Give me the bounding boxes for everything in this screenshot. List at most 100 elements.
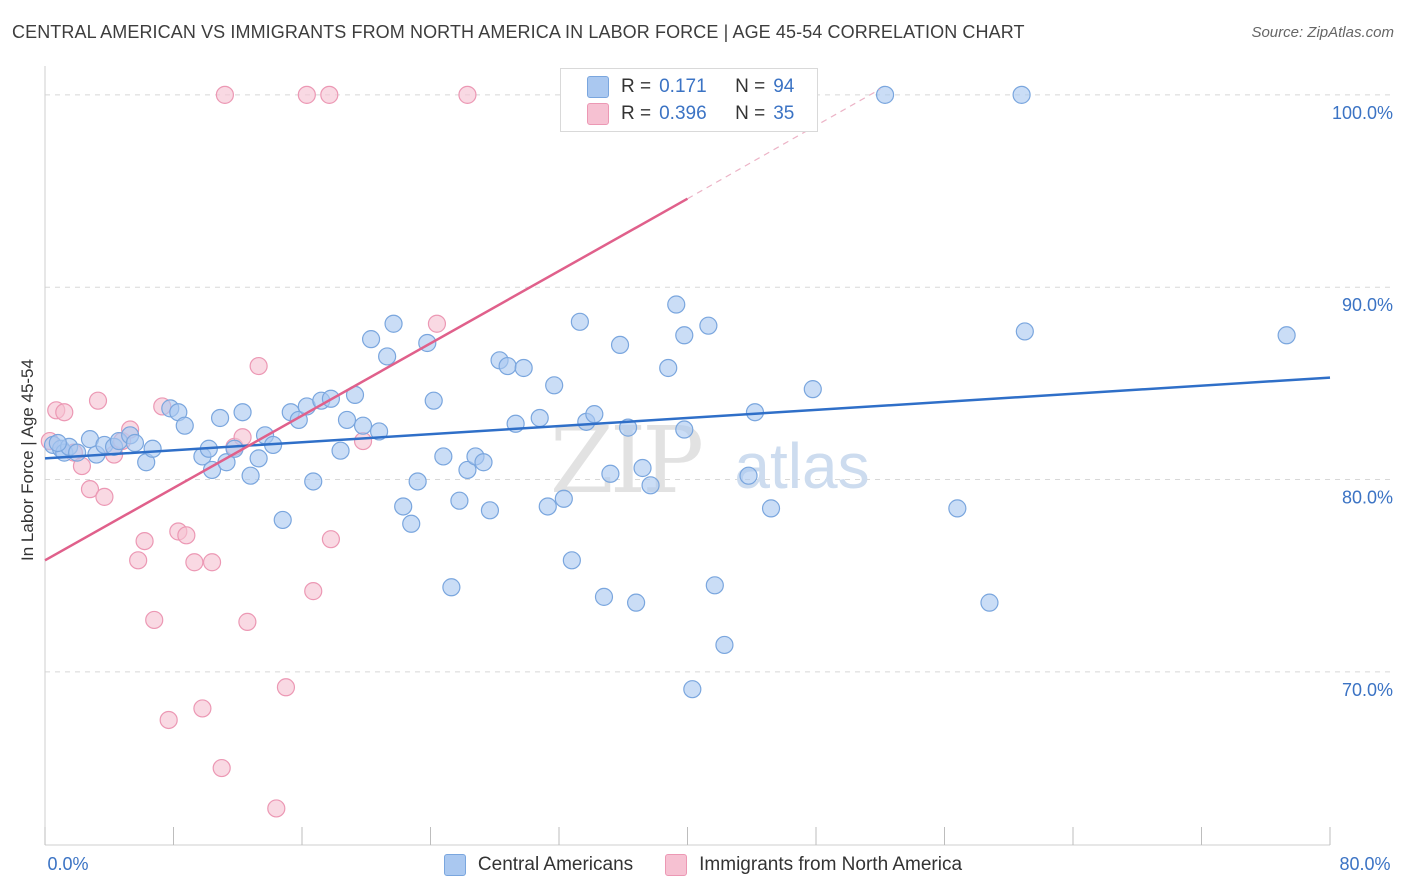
- immigrants-point: [321, 530, 341, 549]
- central-americans-point: [458, 460, 477, 480]
- central-americans-point: [304, 472, 323, 491]
- immigrants-point: [238, 612, 257, 631]
- immigrants-point: [185, 553, 204, 572]
- central-americans-point: [1012, 85, 1031, 104]
- y-tick-label: 100.0%: [1332, 103, 1393, 123]
- immigrants-point: [297, 85, 316, 104]
- immigrants-point: [95, 487, 114, 506]
- immigrants-point: [145, 610, 164, 630]
- immigrants-point: [276, 678, 296, 697]
- legend-label-immigrants-north-america: Immigrants from North America: [699, 854, 963, 875]
- legend-r-label: R =: [621, 103, 652, 124]
- central-americans-point: [618, 418, 638, 437]
- central-americans-point: [210, 408, 230, 428]
- central-americans-point: [442, 578, 461, 597]
- central-americans-point: [394, 497, 413, 516]
- immigrants-point: [88, 391, 108, 410]
- central-americans-point: [585, 405, 604, 424]
- immigrants-point: [193, 699, 212, 718]
- central-americans-point: [530, 408, 549, 428]
- central-americans-point: [675, 326, 694, 345]
- central-americans-point: [249, 449, 268, 468]
- central-americans-point: [683, 680, 702, 699]
- central-americans-point: [980, 593, 999, 612]
- trend-layer: [44, 88, 1331, 562]
- central-americans-point: [1277, 326, 1296, 345]
- central-americans-point: [594, 587, 614, 606]
- legend-row-blue: R = 0.171 N = 94: [587, 75, 794, 99]
- central-americans-point: [715, 635, 734, 655]
- series-legend: Central Americans Immigrants from North …: [0, 852, 1406, 878]
- immigrants-point: [215, 85, 234, 104]
- central-americans-point: [570, 312, 589, 331]
- tick-labels: 70.0% 80.0% 90.0% 100.0% 0.0% 80.0%: [47, 103, 1393, 874]
- central-americans-point: [125, 433, 145, 453]
- blue-swatch: [443, 854, 466, 876]
- immigrants-point: [267, 799, 286, 818]
- central-americans-point: [761, 499, 781, 518]
- source-label: Source: ZipAtlas.com: [1251, 24, 1394, 41]
- central-americans-point: [538, 497, 557, 516]
- central-americans-point: [610, 335, 630, 355]
- pink-swatch: [665, 854, 688, 876]
- central-americans-point: [370, 422, 389, 441]
- legend-item-central-americans: Central Americans: [443, 854, 634, 876]
- central-americans-point: [705, 576, 724, 595]
- central-americans-point: [331, 441, 350, 460]
- central-americans-point: [641, 476, 660, 495]
- immigrants-point: [80, 480, 100, 499]
- legend-n-label: N =: [735, 76, 766, 97]
- central-americans-point: [803, 380, 822, 399]
- correlation-legend: R = 0.171 N = 94 R = 0.396 N = 35: [560, 68, 818, 132]
- blue-swatch: [587, 76, 609, 98]
- central-americans-point: [434, 447, 453, 466]
- immigrants-point: [55, 403, 74, 422]
- central-americans-point: [361, 330, 381, 349]
- central-americans-point: [273, 510, 292, 530]
- central-americans-point: [948, 499, 967, 518]
- central-americans-point: [353, 416, 373, 435]
- central-americans-point: [1015, 322, 1034, 341]
- central-americans-point: [739, 466, 758, 485]
- central-americans-point: [667, 295, 686, 314]
- central-americans-point: [48, 433, 67, 453]
- legend-r-label: R =: [621, 76, 652, 97]
- immigrants-point: [202, 553, 222, 572]
- y-axis-label: In Labor Force | Age 45-54: [18, 359, 37, 561]
- central-americans-point: [402, 514, 421, 533]
- central-americans-point: [424, 391, 443, 410]
- legend-n-label: N =: [735, 103, 766, 124]
- central-americans-point: [675, 420, 694, 439]
- central-americans-point: [474, 453, 493, 472]
- legend-r-value-blue: 0.171: [659, 76, 707, 97]
- central-americans-point: [408, 472, 427, 491]
- immigrants-point: [427, 314, 447, 333]
- central-americans-point: [601, 464, 620, 483]
- y-tick-label: 80.0%: [1342, 488, 1393, 508]
- central-americans-point: [626, 593, 646, 612]
- watermark-atlas: atlas: [734, 430, 869, 502]
- central-americans-point: [514, 358, 533, 378]
- y-tick-label: 90.0%: [1342, 295, 1393, 315]
- immigrants-point: [135, 531, 154, 551]
- legend-r-value-pink: 0.396: [659, 103, 707, 124]
- legend-label-central-americans: Central Americans: [477, 854, 634, 875]
- grid-layer: [45, 94, 1395, 673]
- legend-n-value-blue: 94: [773, 76, 795, 97]
- central-americans-point: [450, 491, 469, 510]
- central-americans-point: [545, 376, 564, 395]
- immigrants-point: [304, 582, 323, 601]
- central-americans-point: [875, 85, 895, 104]
- immigrants-point: [159, 710, 178, 730]
- central-americans-point: [633, 458, 652, 478]
- y-tick-label: 70.0%: [1342, 680, 1393, 700]
- central-americans-point: [233, 403, 252, 422]
- central-americans-point: [699, 316, 718, 335]
- central-americans-point: [378, 347, 397, 366]
- immigrants-point: [212, 758, 231, 778]
- legend-n-value-pink: 35: [773, 103, 795, 124]
- central-americans-point: [480, 501, 500, 520]
- points-layer: [40, 85, 1296, 818]
- central-americans-point: [659, 358, 678, 378]
- immigrants-point: [177, 526, 196, 545]
